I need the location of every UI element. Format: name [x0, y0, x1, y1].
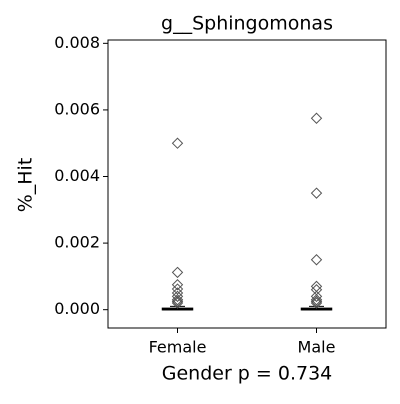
- outlier: [171, 293, 184, 306]
- outlier: [171, 297, 184, 309]
- x-tick-label: Female: [149, 338, 207, 357]
- outlier: [310, 297, 323, 309]
- x-axis-label: Gender p = 0.734: [162, 363, 333, 385]
- x-tick-label: Male: [298, 338, 336, 357]
- outlier: [171, 266, 184, 279]
- outlier: [310, 284, 323, 296]
- outlier: [310, 187, 323, 199]
- outlier: [171, 295, 184, 308]
- plot-frame: [107, 39, 387, 329]
- outlier: [310, 290, 323, 303]
- y-tick-label: 0.008: [54, 33, 100, 52]
- outlier: [171, 279, 184, 291]
- outlier: [171, 137, 184, 149]
- outlier: [310, 295, 323, 308]
- y-axis-label: %_Hit: [15, 158, 37, 213]
- outlier: [171, 290, 184, 303]
- y-tick-label: 0.000: [54, 299, 100, 318]
- y-tick-label: 0.006: [54, 99, 100, 118]
- outlier: [310, 293, 323, 306]
- outlier: [310, 280, 323, 293]
- outlier: [310, 254, 323, 266]
- y-tick-label: 0.002: [54, 233, 100, 252]
- chart-title: g__Sphingomonas: [161, 13, 333, 35]
- y-tick-label: 0.004: [54, 166, 100, 185]
- outlier: [310, 112, 323, 124]
